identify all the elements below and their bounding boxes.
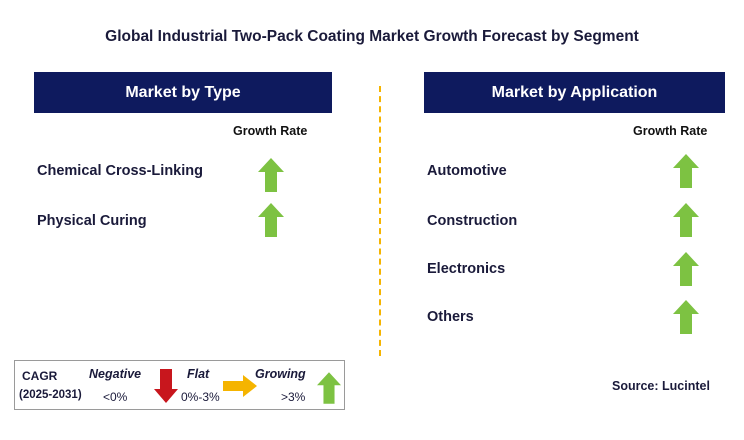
growing-up-arrow-icon <box>673 300 699 334</box>
legend-period: (2025-2031) <box>19 389 82 401</box>
growing-up-arrow-icon <box>258 158 284 192</box>
legend-growing-range: >3% <box>281 390 306 404</box>
legend-growing-label: Growing <box>255 367 306 381</box>
growing-up-arrow-icon <box>673 252 699 286</box>
growing-up-arrow-icon <box>673 203 699 237</box>
application-row-label-automotive: Automotive <box>427 163 507 179</box>
growing-up-arrow-icon <box>673 154 699 188</box>
legend-cagr-label: CAGR <box>22 369 58 383</box>
legend-negative-range: <0% <box>103 390 128 404</box>
chart-title: Global Industrial Two-Pack Coating Marke… <box>105 28 639 45</box>
negative-down-arrow-icon <box>154 369 178 403</box>
panel-divider <box>379 86 381 356</box>
growing-up-arrow-icon <box>317 372 341 404</box>
legend-flat-range: 0%-3% <box>181 390 220 404</box>
source-credit: Source: Lucintel <box>612 379 710 393</box>
growing-up-arrow-icon <box>258 203 284 237</box>
application-row-label-electronics: Electronics <box>427 261 506 277</box>
flat-right-arrow-icon <box>223 375 257 397</box>
legend-negative-label: Negative <box>89 367 142 381</box>
cagr-legend: CAGR (2025-2031) Negative <0% Flat 0%-3%… <box>14 360 345 410</box>
application-row-label-others: Others <box>427 309 474 325</box>
type-row-label-physical-curing: Physical Curing <box>37 213 147 229</box>
type-growth-rate-header: Growth Rate <box>233 124 308 138</box>
market-by-application-header: Market by Application <box>424 72 725 113</box>
application-row-label-construction: Construction <box>427 213 518 229</box>
type-row-label-chemical-cross-linking: Chemical Cross-Linking <box>37 163 203 179</box>
legend-flat-label: Flat <box>187 367 210 381</box>
market-by-type-header: Market by Type <box>34 72 332 113</box>
application-growth-rate-header: Growth Rate <box>633 124 708 138</box>
